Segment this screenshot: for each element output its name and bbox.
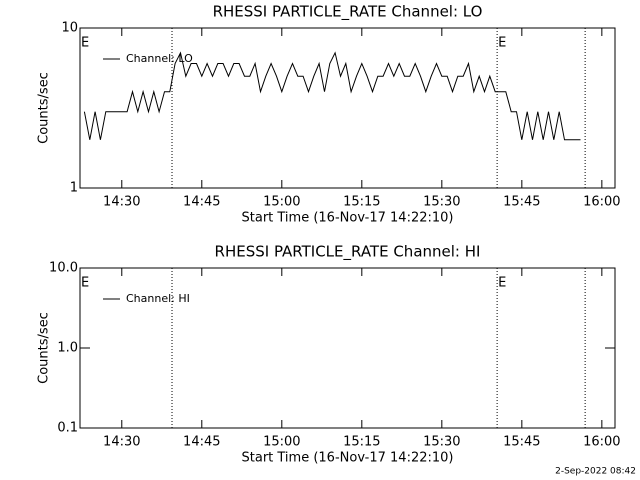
x-tick-label: 15:15 — [343, 195, 380, 210]
x-tick-label: 14:30 — [103, 435, 140, 450]
y-tick-label: 1.0 — [57, 341, 78, 356]
footer-timestamp: 2-Sep-2022 08:42 — [555, 467, 636, 477]
y-tick-label: 0.1 — [57, 421, 78, 436]
x-tick-label: 16:00 — [583, 195, 620, 210]
chart-title: RHESSI PARTICLE_RATE Channel: HI — [215, 243, 481, 262]
x-axis-label: Start Time (16-Nov-17 14:22:10) — [242, 211, 454, 226]
x-tick-label: 15:45 — [503, 435, 540, 450]
annotation: E — [498, 36, 506, 51]
x-tick-label: 15:00 — [263, 195, 300, 210]
annotation: E — [81, 36, 89, 51]
x-tick-label: 14:45 — [183, 435, 220, 450]
x-tick-label: 14:45 — [183, 195, 220, 210]
x-tick-label: 15:00 — [263, 435, 300, 450]
y-tick-label: 1 — [70, 181, 78, 196]
y-axis-label: Counts/sec — [37, 312, 52, 384]
plot-frame — [79, 27, 616, 189]
y-tick-label: 10.0 — [49, 261, 78, 276]
data-line — [83, 51, 581, 141]
x-tick-label: 15:45 — [503, 195, 540, 210]
annotation: E — [81, 276, 89, 291]
x-axis-label: Start Time (16-Nov-17 14:22:10) — [242, 451, 454, 466]
x-tick-label: 15:30 — [423, 435, 460, 450]
x-tick-label: 16:00 — [583, 435, 620, 450]
x-tick-label: 14:30 — [103, 195, 140, 210]
chart-title: RHESSI PARTICLE_RATE Channel: LO — [213, 3, 483, 22]
x-tick-label: 15:30 — [423, 195, 460, 210]
y-axis-label: Counts/sec — [37, 72, 52, 144]
y-tick-label: 10 — [61, 21, 78, 36]
x-tick-label: 15:15 — [343, 435, 380, 450]
annotation: E — [498, 276, 506, 291]
legend-label: Channel: HI — [126, 292, 190, 305]
